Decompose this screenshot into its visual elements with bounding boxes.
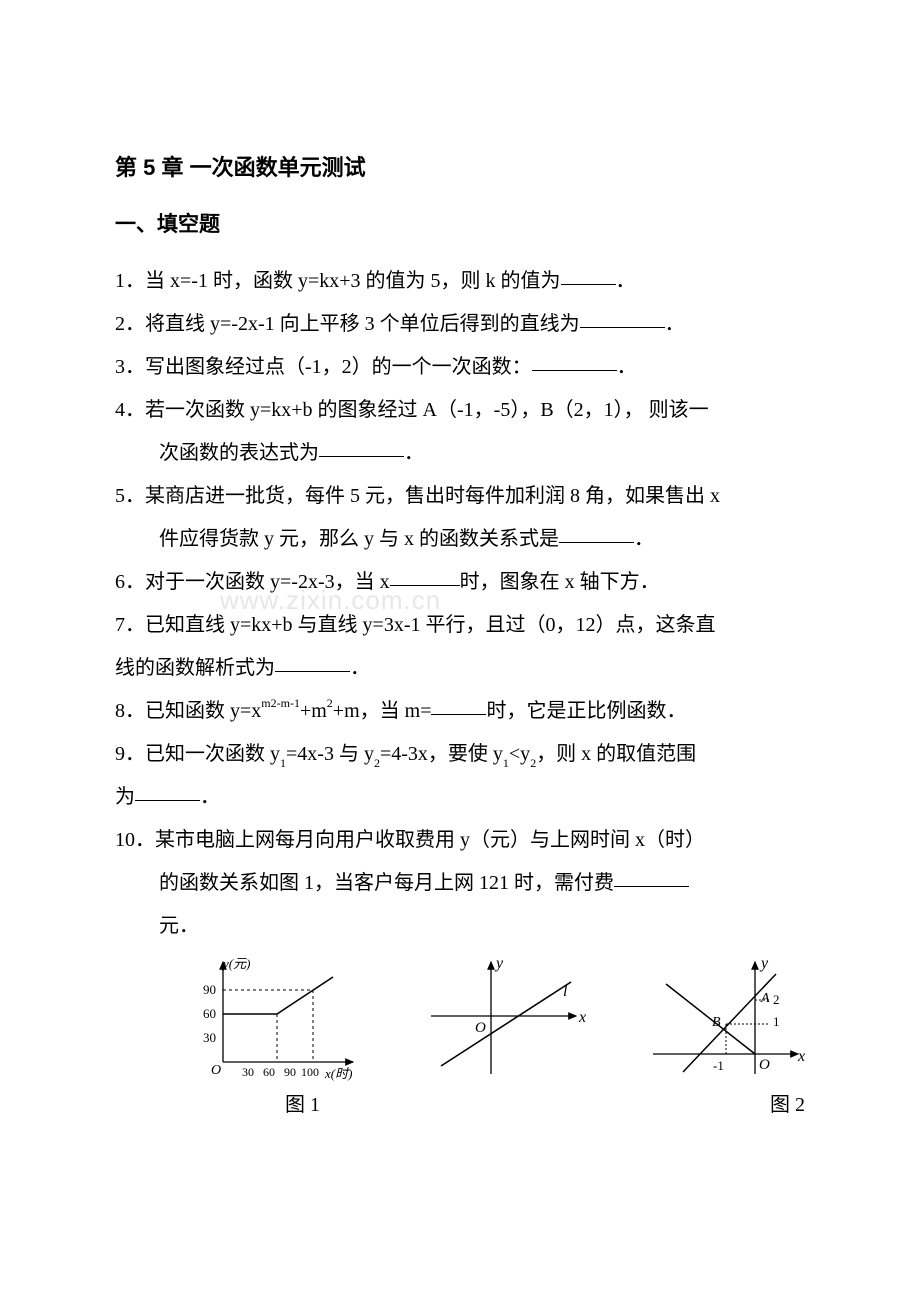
q9-c: =4-3x，要使 y <box>380 743 503 765</box>
question-8: 8．已知函数 y=xm2-m-1+m2+m，当 m= 时，它是正比例函数． <box>115 690 805 733</box>
q10-cont: 的函数关系如图 1，当客户每月上网 121 时，需付费 <box>159 872 614 894</box>
svg-text:O: O <box>759 1057 770 1073</box>
svg-text:60: 60 <box>203 1006 216 1021</box>
svg-text:90: 90 <box>203 982 216 997</box>
q3-text-b: ． <box>617 356 637 378</box>
svg-text:l: l <box>563 983 568 1000</box>
q8-text-a: 已知函数 y=x <box>145 700 261 722</box>
figure-captions: 图 1 图 2 <box>115 1088 805 1117</box>
question-7: 7．已知直线 y=kx+b 与直线 y=3x-1 平行，且过（0，12）点，这条… <box>115 604 805 690</box>
q9-a: 已知一次函数 y <box>145 743 280 765</box>
q8-exp1: m2-m-1 <box>261 696 300 710</box>
q7-num: 7． <box>115 614 145 636</box>
section-heading: 一、填空题 <box>115 208 805 238</box>
q8-mid2: +m，当 m= <box>333 700 432 722</box>
question-5: 5．某商店进一批货，每件 5 元，售出时每件加利润 8 角，如果售出 x 件应得… <box>115 475 805 561</box>
q8-num: 8． <box>115 700 145 722</box>
q9-blank <box>135 782 200 801</box>
question-6: 6．对于一次函数 y=-2x-3，当 x 时，图象在 x 轴下方． <box>115 561 805 604</box>
q1-blank <box>561 266 616 285</box>
q4-num: 4． <box>115 399 145 421</box>
q2-text-b: ． <box>665 313 685 335</box>
figure-1-label: 图 1 <box>285 1088 320 1117</box>
question-4: 4．若一次函数 y=kx+b 的图象经过 A（-1，-5），B（2，1）， 则该… <box>115 389 805 475</box>
svg-text:y(元): y(元) <box>221 956 250 971</box>
svg-text:60: 60 <box>263 1065 275 1079</box>
svg-text:100: 100 <box>301 1065 319 1079</box>
q6-text-b: 时，图象在 x 轴下方． <box>460 571 660 593</box>
q7-text-b: ． <box>350 657 370 679</box>
svg-text:x: x <box>797 1048 805 1065</box>
q10-num: 10． <box>115 829 155 851</box>
q4-text-b: ． <box>404 442 424 464</box>
figure-1-chart: 30 60 90 30 60 90 100 O y(元) <box>185 954 361 1084</box>
figure-2-label: 图 2 <box>770 1088 805 1117</box>
q9-end: ． <box>200 786 220 808</box>
question-2: 2．将直线 y=-2x-1 向上平移 3 个单位后得到的直线为 ． <box>115 303 805 346</box>
q3-num: 3． <box>115 356 145 378</box>
svg-text:y: y <box>759 955 769 972</box>
q8-mid: +m <box>300 700 327 722</box>
q5-cont: 件应得货款 y 元，那么 y 与 x 的函数关系式是 <box>159 528 559 550</box>
q9-s4: 2 <box>530 756 536 770</box>
svg-text:x(时): x(时) <box>324 1066 352 1081</box>
q5-num: 5． <box>115 485 145 507</box>
svg-text:2: 2 <box>773 992 780 1007</box>
svg-text:O: O <box>211 1063 221 1078</box>
q2-blank <box>580 309 665 328</box>
q2-num: 2． <box>115 313 145 335</box>
figure-3-chart: A 2 B 1 -1 O x y <box>648 954 805 1084</box>
figure-2-chart: x y O l <box>421 954 588 1084</box>
q9-cont: 为 <box>115 786 135 808</box>
q4-blank <box>319 438 404 457</box>
svg-text:-1: -1 <box>713 1058 724 1073</box>
svg-text:O: O <box>475 1020 486 1036</box>
q1-num: 1． <box>115 270 145 292</box>
q7-cont: 线的函数解析式为 <box>115 657 275 679</box>
q5-text-a: 某商店进一批货，每件 5 元，售出时每件加利润 8 角，如果售出 x <box>145 485 720 507</box>
svg-text:B: B <box>712 1015 721 1030</box>
q10-blank <box>614 868 689 887</box>
document-body: 第 5 章 一次函数单元测试 一、填空题 1．当 x=-1 时，函数 y=kx+… <box>115 150 805 1117</box>
q10-text-a: 某市电脑上网每月向用户收取费用 y（元）与上网时间 x（时） <box>155 829 705 851</box>
q6-text-a: 对于一次函数 y=-2x-3，当 x <box>145 571 390 593</box>
q9-e: ，则 x 的取值范围 <box>536 743 696 765</box>
q9-s3: 1 <box>503 756 509 770</box>
q10-cont2: 元． <box>159 915 199 937</box>
question-9: 9．已知一次函数 y1=4x-3 与 y2=4-3x，要使 y1<y2，则 x … <box>115 733 805 819</box>
q4-text-a: 若一次函数 y=kx+b 的图象经过 A（-1，-5），B（2，1）， 则该一 <box>145 399 709 421</box>
q6-blank <box>390 567 460 586</box>
svg-text:30: 30 <box>203 1030 216 1045</box>
svg-text:A: A <box>760 991 770 1006</box>
q8-exp2: 2 <box>327 696 333 710</box>
question-3: 3．写出图象经过点（-1，2）的一个一次函数： ． <box>115 346 805 389</box>
q8-text-b: 时，它是正比例函数． <box>486 700 686 722</box>
svg-text:30: 30 <box>242 1065 254 1079</box>
q8-blank <box>431 696 486 715</box>
q1-text-b: ． <box>616 270 636 292</box>
q9-s1: 1 <box>280 756 286 770</box>
chapter-title: 第 5 章 一次函数单元测试 <box>115 150 805 182</box>
q2-text-a: 将直线 y=-2x-1 向上平移 3 个单位后得到的直线为 <box>145 313 580 335</box>
q9-s2: 2 <box>374 756 380 770</box>
question-10: 10．某市电脑上网每月向用户收取费用 y（元）与上网时间 x（时） 的函数关系如… <box>115 819 805 948</box>
q9-d: <y <box>509 743 530 765</box>
svg-text:1: 1 <box>773 1014 780 1029</box>
q1-text-a: 当 x=-1 时，函数 y=kx+3 的值为 5，则 k 的值为 <box>145 270 561 292</box>
svg-text:x: x <box>578 1009 586 1026</box>
q5-text-b: ． <box>634 528 654 550</box>
q5-blank <box>559 524 634 543</box>
q6-num: 6． <box>115 571 145 593</box>
svg-text:90: 90 <box>284 1065 296 1079</box>
svg-text:y: y <box>494 955 504 972</box>
q9-num: 9． <box>115 743 145 765</box>
q7-text-a: 已知直线 y=kx+b 与直线 y=3x-1 平行，且过（0，12）点，这条直 <box>145 614 716 636</box>
q7-blank <box>275 653 350 672</box>
figures-row: 30 60 90 30 60 90 100 O y(元) <box>115 954 805 1084</box>
q4-cont: 次函数的表达式为 <box>159 442 319 464</box>
q3-text-a: 写出图象经过点（-1，2）的一个一次函数： <box>145 356 532 378</box>
q9-b: =4x-3 与 y <box>286 743 374 765</box>
question-1: 1．当 x=-1 时，函数 y=kx+3 的值为 5，则 k 的值为 ． <box>115 260 805 303</box>
q3-blank <box>532 352 617 371</box>
